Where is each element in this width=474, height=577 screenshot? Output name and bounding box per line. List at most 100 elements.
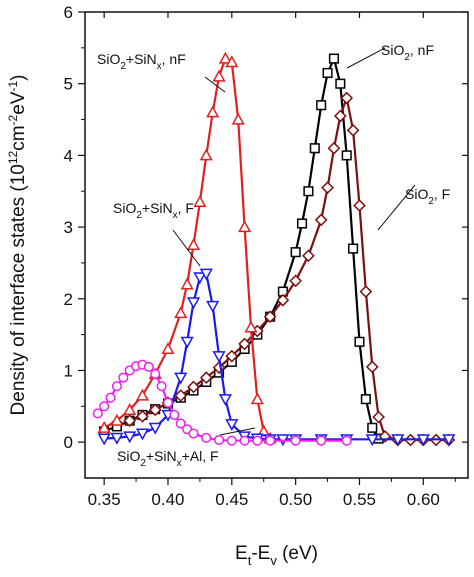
x-title-part: -E bbox=[251, 543, 270, 564]
data-point bbox=[442, 434, 456, 447]
data-point bbox=[186, 297, 201, 310]
annotation-part: 2 bbox=[136, 210, 142, 221]
data-point bbox=[97, 433, 111, 446]
annotation-part: +SiN bbox=[142, 200, 173, 216]
data-point bbox=[341, 435, 352, 446]
data-point bbox=[353, 199, 366, 212]
annotation-part: SiO bbox=[381, 42, 404, 58]
data-point bbox=[174, 306, 188, 319]
data-point bbox=[346, 123, 360, 137]
y-axis-ticks: 0 1 2 3 4 5 6 bbox=[64, 3, 468, 452]
x-axis-title: Et-Ev (eV) bbox=[235, 543, 318, 568]
y-tick-label: 5 bbox=[64, 75, 73, 94]
data-point bbox=[335, 78, 346, 89]
data-point bbox=[214, 434, 225, 446]
series-annotation: SiO2, F bbox=[405, 186, 450, 207]
data-point bbox=[238, 220, 252, 233]
data-point bbox=[150, 368, 161, 380]
plot-border bbox=[84, 11, 469, 479]
data-point bbox=[187, 380, 200, 394]
annotation-part: +SiN bbox=[126, 51, 157, 67]
data-point bbox=[92, 408, 103, 419]
data-point bbox=[250, 392, 264, 405]
data-point bbox=[136, 409, 149, 423]
annotation-part: , F bbox=[178, 200, 194, 216]
data-point bbox=[238, 337, 251, 351]
data-point bbox=[212, 69, 226, 82]
data-point bbox=[199, 371, 213, 384]
data-point bbox=[354, 336, 365, 347]
data-point bbox=[175, 418, 186, 429]
y-title-part: Density of interface states (10 bbox=[8, 164, 29, 415]
y-title-part: cm bbox=[8, 125, 29, 150]
series-annotation: SiO2, nF bbox=[381, 42, 434, 63]
data-point bbox=[302, 249, 315, 263]
data-point bbox=[231, 112, 245, 125]
annotation-part: 2 bbox=[120, 61, 126, 72]
data-point bbox=[289, 274, 303, 288]
x-axis-ticks: 0.35 0.40 0.45 0.50 0.55 0.60 bbox=[88, 12, 456, 509]
annotation-part: x bbox=[173, 210, 178, 221]
annotation-part: , nF bbox=[162, 51, 186, 67]
series-3 bbox=[97, 268, 456, 447]
data-point bbox=[218, 51, 233, 64]
data-point bbox=[416, 434, 430, 447]
x-tick-label: 0.50 bbox=[279, 490, 312, 509]
data-point bbox=[186, 238, 201, 251]
annotation-part: SiO bbox=[113, 200, 136, 216]
axis-titles: Et-Ev (eV) Density of interface states (1… bbox=[6, 75, 318, 568]
y-tick-label: 1 bbox=[64, 361, 73, 380]
pointer-line bbox=[219, 427, 256, 436]
data-point bbox=[309, 143, 320, 154]
data-point bbox=[340, 91, 354, 105]
pointer-line bbox=[204, 76, 226, 93]
data-point bbox=[123, 403, 137, 415]
data-point bbox=[97, 420, 111, 433]
x-tick-label: 0.55 bbox=[343, 490, 376, 509]
annotation-part: SiO bbox=[97, 51, 120, 67]
data-point bbox=[244, 320, 258, 333]
x-tick-label: 0.60 bbox=[407, 490, 440, 509]
data-point bbox=[225, 349, 239, 363]
data-point bbox=[328, 53, 339, 64]
data-point bbox=[263, 310, 277, 324]
annotation-part: , nF bbox=[410, 42, 434, 58]
data-point bbox=[156, 381, 167, 392]
y-tick-label: 2 bbox=[64, 290, 73, 309]
data-point bbox=[135, 388, 150, 401]
data-point bbox=[148, 422, 162, 435]
data-point bbox=[105, 392, 116, 403]
data-point bbox=[212, 361, 226, 374]
data-point bbox=[110, 413, 124, 426]
data-point bbox=[290, 435, 301, 446]
y-title-part: -1 bbox=[6, 81, 20, 92]
data-point bbox=[290, 247, 301, 258]
y-tick-label: 6 bbox=[64, 3, 73, 22]
annotation-part: x bbox=[157, 61, 162, 72]
data-point bbox=[257, 424, 271, 437]
series-annotation: SiO2+SiNx, F bbox=[113, 200, 194, 221]
annotation-part: 2 bbox=[140, 458, 146, 469]
data-point bbox=[321, 181, 334, 195]
y-tick-label: 0 bbox=[64, 433, 73, 452]
annotation-part: , F bbox=[434, 186, 450, 202]
x-tick-label: 0.35 bbox=[88, 490, 121, 509]
data-point bbox=[327, 141, 341, 155]
data-point bbox=[218, 394, 233, 406]
x-tick-label: 0.40 bbox=[151, 490, 184, 509]
data-point bbox=[225, 419, 239, 432]
annotation-part: SiO bbox=[405, 186, 428, 202]
data-point bbox=[348, 243, 359, 254]
plot-frame bbox=[84, 11, 469, 479]
x-tick-label: 0.45 bbox=[215, 490, 248, 509]
data-point bbox=[316, 435, 327, 446]
pointer-line bbox=[172, 229, 201, 267]
x-title-part: E bbox=[235, 543, 248, 564]
annotation-part: SiO bbox=[117, 448, 140, 464]
pointer-line bbox=[346, 47, 386, 69]
data-point bbox=[201, 432, 212, 443]
data-point bbox=[360, 394, 371, 405]
data-point bbox=[303, 186, 314, 197]
x-title-part: t bbox=[248, 553, 252, 568]
